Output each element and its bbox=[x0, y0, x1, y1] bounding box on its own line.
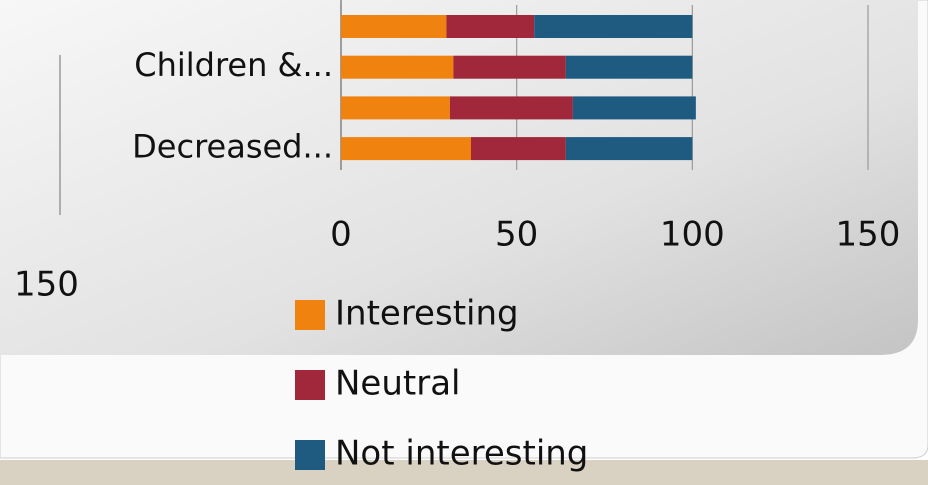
bar-segment bbox=[341, 137, 471, 161]
x-tick-label: 100 bbox=[660, 215, 725, 255]
bar-segment bbox=[565, 55, 693, 79]
bar-segment bbox=[565, 137, 693, 161]
x-tick-label: 0 bbox=[330, 215, 352, 255]
x-tick-label: 50 bbox=[495, 215, 538, 255]
legend-swatch bbox=[295, 300, 325, 330]
y-tick-label: Decreased... bbox=[132, 128, 333, 166]
bar-segment bbox=[341, 15, 447, 38]
bar-segment bbox=[341, 55, 454, 79]
legend-swatch bbox=[295, 440, 325, 470]
legend-swatch bbox=[295, 370, 325, 400]
legend-label: Interesting bbox=[335, 294, 519, 334]
bar-segment bbox=[341, 96, 450, 120]
legend-label: Neutral bbox=[335, 364, 461, 404]
bar-segment bbox=[572, 96, 696, 120]
bar-segment bbox=[470, 137, 566, 161]
bar-segment bbox=[449, 96, 573, 120]
chart-panel bbox=[0, 0, 918, 355]
legend-label: Not interesting bbox=[335, 434, 588, 474]
bottom-strip bbox=[0, 460, 928, 485]
y-tick-label: Children &... bbox=[134, 46, 333, 84]
bar-segment bbox=[534, 15, 693, 38]
x-tick-label: 150 bbox=[836, 215, 901, 255]
bar-segment bbox=[453, 55, 566, 79]
stray-tick-label: 150 bbox=[14, 265, 79, 305]
bar-segment bbox=[446, 15, 535, 38]
